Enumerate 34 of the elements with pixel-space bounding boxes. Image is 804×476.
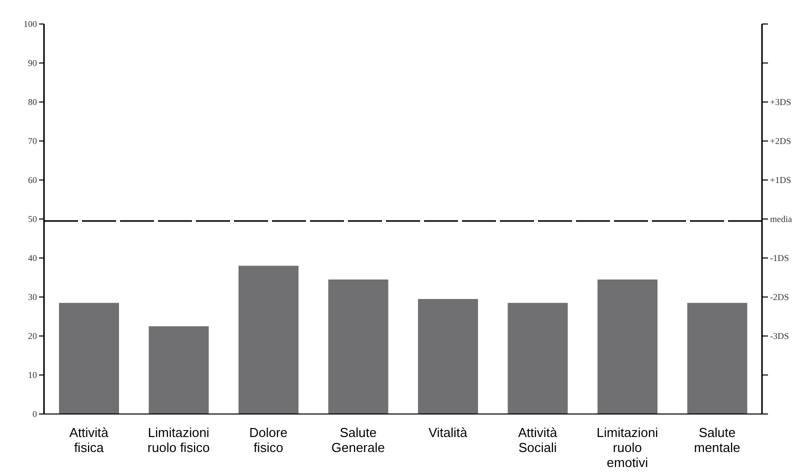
y-tick-label: 0: [32, 409, 38, 420]
y-tick-label: 70: [28, 136, 38, 146]
y2-tick-label: -3DS: [770, 331, 790, 342]
y-tick-label: 20: [28, 331, 38, 342]
x-tick-label: Vitalità: [428, 425, 468, 440]
y-tick-label: 50: [28, 214, 38, 224]
y2-tick-label: media: [770, 214, 792, 224]
y-tick-label: 100: [24, 19, 38, 30]
x-tick-label: Limitazioni ruolo fisico: [148, 425, 210, 455]
bar: [687, 302, 748, 414]
x-tick-label: Limitazioni ruolo emotivi: [596, 425, 658, 470]
bar: [238, 266, 298, 414]
y-tick-label: 60: [28, 175, 38, 186]
y-tick-label: 40: [28, 253, 38, 264]
y-tick-label: 90: [28, 58, 38, 68]
y2-tick-label: -1DS: [770, 253, 790, 264]
bar: [418, 298, 478, 414]
x-tick-label: Dolore fisico: [249, 425, 288, 455]
x-tick-label: Attività Sociali: [518, 425, 558, 455]
bar: [328, 279, 388, 414]
y2-tick-label: +1DS: [770, 175, 792, 186]
y-tick-label: 10: [28, 370, 38, 380]
y2-tick-label: -2DS: [770, 292, 790, 302]
bar: [598, 279, 658, 414]
x-tick-label: Salute Generale: [331, 425, 385, 455]
bar: [59, 302, 119, 414]
y-tick-label: 30: [28, 292, 38, 302]
y-tick-label: 80: [28, 97, 38, 108]
y2-tick-label: +2DS: [770, 136, 792, 146]
x-tick-label: Salute mentale: [694, 425, 740, 455]
bar: [508, 302, 568, 414]
y2-tick-label: +3DS: [770, 97, 792, 108]
bar: [148, 326, 209, 414]
x-tick-label: Attività fisica: [69, 425, 110, 455]
